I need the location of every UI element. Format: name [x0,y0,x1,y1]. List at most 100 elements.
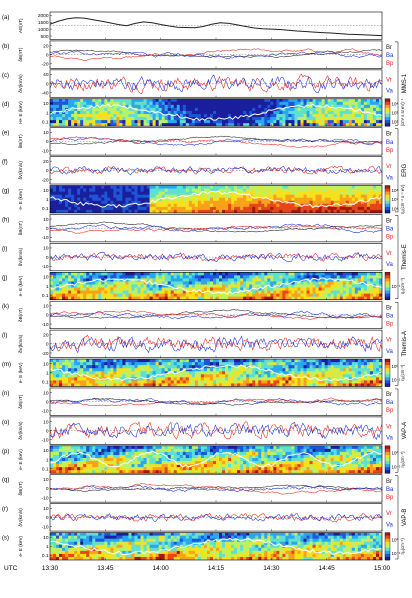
heatmap-cell [228,448,232,453]
heatmap-cell [297,287,302,292]
heatmap-cell [167,209,172,213]
heatmap-cell [231,191,235,196]
heatmap-cell [360,275,365,279]
heatmap-cell [95,374,99,378]
heatmap-cell [366,123,371,127]
heatmap-cell [167,290,172,295]
heatmap-cell [197,120,202,124]
heatmap-cell [285,377,290,381]
heatmap-cell [203,272,208,276]
heatmap-cell [375,194,380,199]
heatmap-cell [182,454,187,459]
heatmap-cell [59,98,63,103]
heatmap-cell [74,293,78,298]
heatmap-cell [62,185,66,190]
heatmap-cell [312,101,317,106]
heatmap-cell [167,293,172,298]
heatmap-cell [62,110,66,115]
heatmap-cell [318,206,323,211]
heatmap-cell [194,206,199,211]
heatmap-cell [191,188,196,193]
heatmap-cell [282,191,287,196]
heatmap-cell [101,123,105,127]
heatmap-cell [149,451,154,456]
heatmap-cell [62,464,66,468]
heatmap-cell [339,368,344,372]
heatmap-cell [128,206,133,211]
heatmap-cell [270,284,274,289]
heatmap-cell [375,293,380,298]
heatmap-cell [237,377,241,381]
heatmap-cell [194,98,199,103]
heatmap-cell [234,120,238,124]
heatmap-cell [152,461,157,465]
heatmap-cell [143,209,148,213]
heatmap-cell [258,272,262,276]
heatmap-cell [95,290,99,295]
heatmap-cell [318,362,323,366]
heatmap-cell [228,383,232,387]
heatmap-cell [182,209,187,213]
heatmap-cell [65,445,69,450]
heatmap-cell [152,197,157,202]
heatmap-cell [155,368,160,372]
heatmap-cell [246,101,250,106]
heatmap-cell [53,380,57,385]
heatmap-cell [261,104,265,109]
heatmap-cell [59,117,63,121]
heatmap-cell [62,188,66,193]
heatmap-cell [300,200,305,205]
heatmap-cell [300,368,305,372]
heatmap-cell [309,275,314,279]
heatmap-cell [273,191,277,196]
heatmap-cell [219,275,223,279]
heatmap-cell [378,101,382,106]
heatmap-cell [363,284,368,289]
heatmap-cell [209,110,214,115]
heatmap-cell [243,194,247,199]
heatmap-cell [149,194,154,199]
heatmap-cell [312,380,317,385]
heatmap-cell [324,374,329,378]
heatmap-cell [164,197,169,202]
heatmap-cell [188,445,193,450]
colorbar-segment [385,365,390,369]
heatmap-cell [354,287,359,292]
heatmap-cell [261,290,265,295]
heatmap-cell [270,281,274,286]
heatmap-cell [62,359,66,363]
heatmap-cell [71,445,75,450]
heatmap-cell [161,197,166,202]
heatmap-cell [209,185,214,190]
heatmap-cell [212,114,217,118]
heatmap-cell [62,368,66,372]
heatmap-cell [197,374,202,378]
heatmap-cell [104,461,108,465]
heatmap-cell [321,117,326,121]
heatmap-cell [258,296,262,300]
heatmap-cell [264,362,268,366]
heatmap-cell [206,448,211,453]
heatmap-cell [92,123,96,127]
heatmap-cell [297,120,302,124]
heatmap-cell [59,284,63,289]
heatmap-cell [53,123,57,127]
heatmap-cell [164,293,169,298]
heatmap-cell [324,383,329,387]
heatmap-cell [161,284,166,289]
heatmap-cell [203,371,208,375]
heatmap-cell [203,123,208,127]
heatmap-cell [86,101,90,106]
heatmap-cell [330,114,335,118]
heatmap-cell [312,98,317,103]
heatmap-cell [306,98,311,103]
heatmap-cell [116,206,121,211]
heatmap-cell [194,368,199,372]
heatmap-cell [149,461,154,465]
heatmap-cell [255,191,259,196]
heatmap-cell [86,123,90,127]
heatmap-cell [351,194,356,199]
heatmap-cell [279,290,283,295]
heatmap-cell [110,197,114,202]
heatmap-cell [152,107,157,112]
